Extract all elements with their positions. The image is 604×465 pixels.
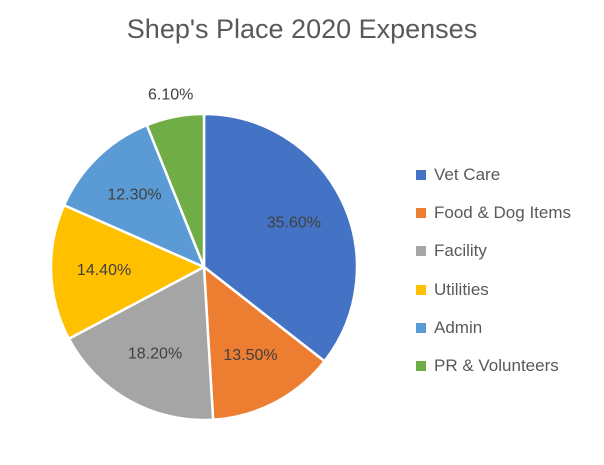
legend-label: Admin [434, 317, 483, 337]
legend-swatch [416, 208, 426, 219]
legend-label: Food & Dog Items [434, 203, 572, 223]
legend-item: Vet Care [416, 156, 571, 194]
legend-item: Facility [416, 232, 571, 270]
legend-label: Vet Care [434, 165, 501, 185]
data-label-pr-volunteers: 6.10% [148, 87, 193, 104]
chart-legend: Vet Care Food & Dog Items Facility Utilitie… [416, 156, 571, 385]
data-label-facility: 18.20% [128, 346, 182, 363]
legend-swatch [416, 361, 426, 372]
legend-label: Facility [434, 241, 487, 261]
pie-slice-pr-volunteers [145, 112, 206, 269]
chart-title: Shep's Place 2020 Expenses [126, 14, 478, 44]
legend-swatch [416, 246, 426, 257]
legend-label: PR & Volunteers [434, 356, 559, 376]
data-label-admin: 12.30% [107, 187, 161, 204]
data-label-utilities: 14.40% [77, 262, 131, 279]
legend-swatch [416, 284, 426, 295]
legend-swatch [416, 170, 426, 181]
pie-slice-vet-care [202, 112, 359, 363]
pie-slice-utilities [49, 203, 206, 340]
legend-swatch [416, 322, 426, 333]
pie-slice-food-dog-items [202, 265, 326, 421]
data-label-vet-care: 35.60% [267, 215, 321, 232]
legend-item: Admin [416, 309, 571, 347]
pie-slice-facility [67, 265, 215, 422]
data-label-food-dog-items: 13.50% [223, 347, 277, 364]
legend-item: PR & Volunteers [416, 347, 571, 385]
legend-item: Food & Dog Items [416, 194, 571, 232]
pie-slice-admin [62, 123, 206, 269]
legend-label: Utilities [434, 279, 489, 299]
legend-item: Utilities [416, 271, 571, 309]
